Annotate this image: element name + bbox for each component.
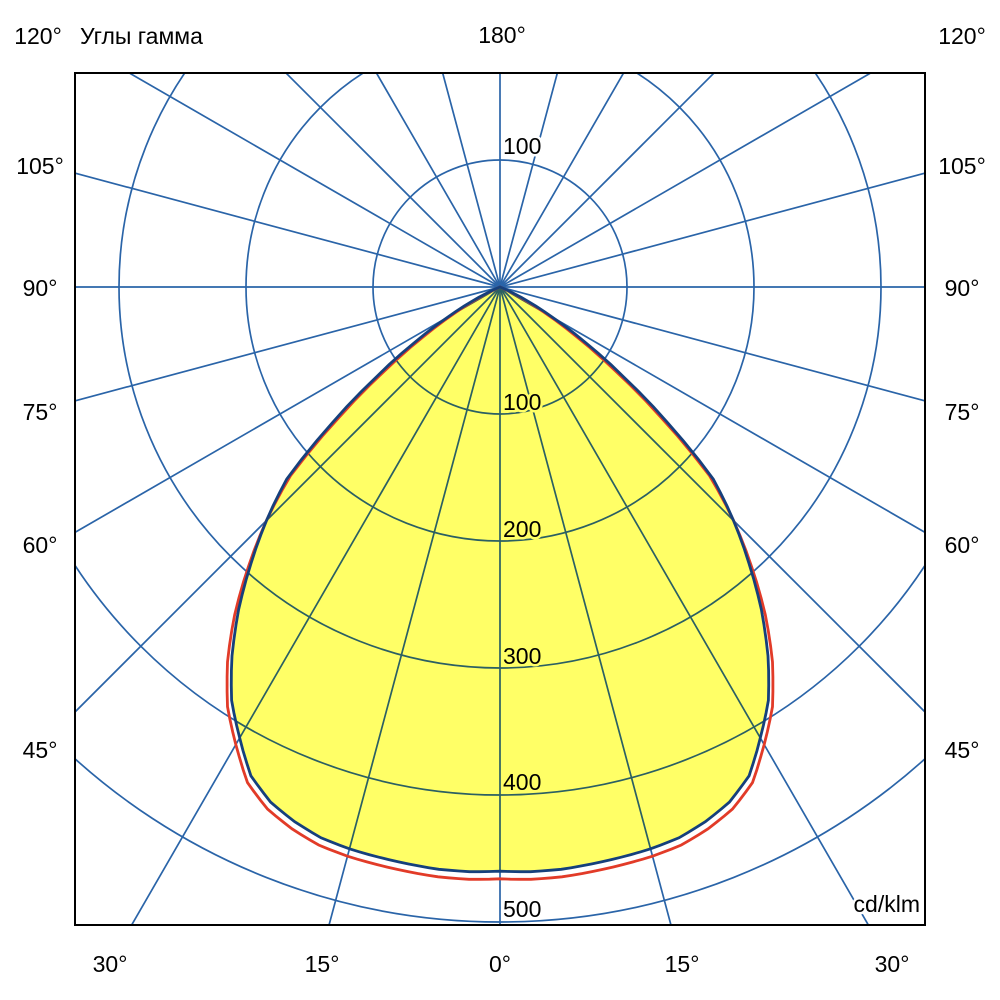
gamma-label-bottom-30L: 30° <box>93 951 128 977</box>
gamma-label-bottom-15R: 15° <box>665 951 700 977</box>
gamma-label-bottom-0: 0° <box>489 951 511 977</box>
gamma-label-left-75: 75° <box>23 399 58 425</box>
gamma-label-right-90: 90° <box>945 275 980 301</box>
corner-angle-label-left: 120° <box>14 23 62 49</box>
ring-label-100: 100 <box>503 389 541 415</box>
unit-label: cd/klm <box>854 891 920 917</box>
gamma-label-right-45: 45° <box>945 737 980 763</box>
gamma-label-left-45: 45° <box>23 737 58 763</box>
top-center-angle-label: 180° <box>478 22 526 48</box>
gamma-label-right-75: 75° <box>945 399 980 425</box>
corner-angle-label-right: 120° <box>938 23 986 49</box>
gamma-label-left-105: 105° <box>16 153 64 179</box>
ring-label-300: 300 <box>503 643 541 669</box>
axis-title: Углы гамма <box>80 23 203 49</box>
ring-label-100-upper: 100 <box>503 133 541 159</box>
ring-label-400: 400 <box>503 769 541 795</box>
gamma-label-bottom-30R: 30° <box>875 951 910 977</box>
gamma-label-right-105: 105° <box>938 153 986 179</box>
gamma-label-bottom-15L: 15° <box>305 951 340 977</box>
ring-label-200: 200 <box>503 516 541 542</box>
photometric-curve-blue <box>229 285 771 874</box>
gamma-label-left-60: 60° <box>23 532 58 558</box>
gamma-label-left-90: 90° <box>23 275 58 301</box>
gamma-label-right-60: 60° <box>945 532 980 558</box>
chart-frame <box>74 72 926 926</box>
ring-label-500: 500 <box>503 896 541 922</box>
